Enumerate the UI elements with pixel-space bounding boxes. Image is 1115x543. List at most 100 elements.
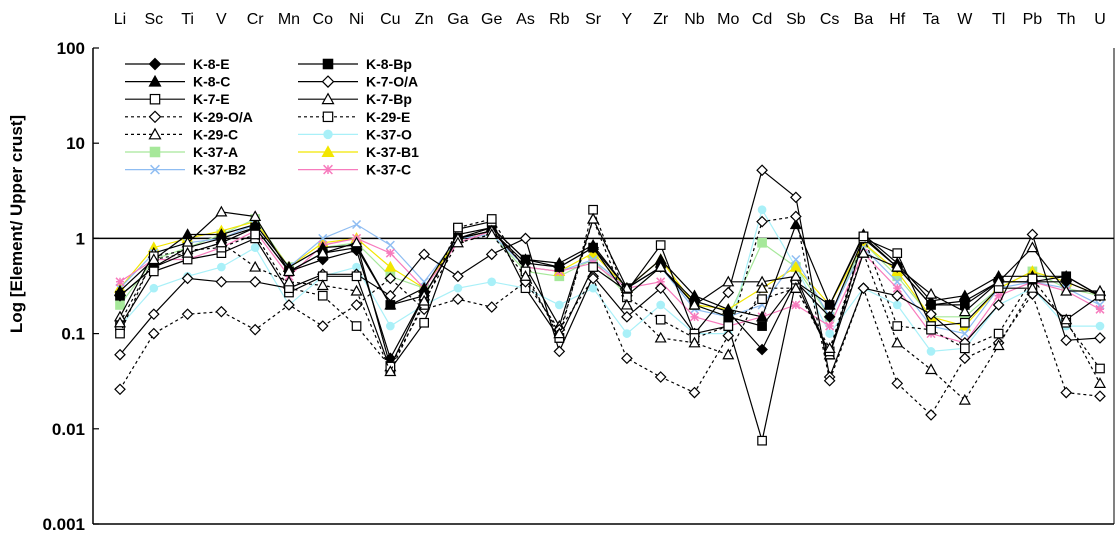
y-axis-label: Log [Element/ Upper crust] (7, 115, 26, 333)
x-tick-label: Rb (549, 11, 570, 28)
data-point (485, 248, 498, 261)
data-point (149, 146, 161, 158)
data-point (485, 301, 498, 313)
data-point (654, 260, 667, 272)
data-point (215, 205, 228, 217)
data-point (587, 212, 600, 224)
data-point (350, 299, 363, 311)
y-tick-label: 1 (76, 229, 85, 248)
data-point (250, 243, 260, 252)
data-point (756, 215, 768, 228)
legend-label: K-7-E (193, 91, 230, 107)
data-point (249, 260, 262, 272)
legend-entry: K-8-Bp (298, 56, 412, 72)
data-point (858, 231, 869, 242)
data-point (519, 232, 532, 245)
data-point (723, 321, 734, 331)
y-tick-label: 0.01 (52, 420, 85, 439)
data-point (351, 321, 362, 331)
data-point (789, 270, 802, 281)
x-tick-label: Zn (415, 11, 434, 28)
data-point (249, 210, 262, 222)
data-point (925, 287, 938, 299)
data-point (147, 327, 160, 340)
data-point (620, 298, 633, 310)
legend-entry: K-29-C (125, 126, 238, 142)
legend-entry: K-8-E (125, 56, 230, 72)
x-tick-label: Ti (181, 11, 194, 28)
data-point (385, 240, 395, 250)
data-point (958, 305, 971, 317)
series-line (119, 211, 1100, 369)
data-point (1060, 284, 1073, 296)
data-point (688, 336, 701, 348)
series-line (119, 208, 1100, 353)
data-point (791, 300, 801, 310)
data-point (250, 229, 261, 240)
data-point (418, 294, 431, 306)
legend-entry: K-7-O/A (298, 74, 418, 90)
x-tick-label: Cs (820, 11, 840, 28)
data-point (1094, 390, 1106, 403)
data-point (791, 254, 801, 265)
legend-entry: K-37-A (125, 144, 238, 160)
data-point (622, 329, 632, 338)
x-tick-label: U (1094, 11, 1106, 28)
data-point (757, 321, 767, 331)
data-point (925, 409, 937, 421)
x-tick-label: Cu (380, 11, 400, 28)
data-point (350, 236, 363, 248)
data-point (322, 111, 334, 123)
data-point (823, 342, 836, 353)
x-tick-label: Th (1057, 11, 1076, 28)
data-point (215, 305, 228, 318)
data-point (925, 308, 937, 321)
x-tick-label: Sb (786, 11, 806, 28)
data-point (115, 328, 125, 339)
legend-label: K-37-B1 (366, 144, 419, 160)
data-point (1060, 334, 1073, 347)
x-tick-label: Nb (684, 11, 705, 28)
x-tick-label: V (216, 11, 227, 28)
data-point (925, 294, 938, 306)
legend-entry: K-29-O/A (125, 109, 253, 125)
data-point (150, 164, 160, 175)
data-point (148, 266, 159, 277)
x-tick-label: Li (114, 11, 126, 28)
x-tick-label: Ta (923, 11, 940, 28)
data-point (149, 283, 159, 293)
data-point (892, 321, 903, 331)
data-point (1060, 386, 1073, 399)
data-point (553, 345, 566, 358)
data-point (215, 275, 228, 288)
data-point (757, 294, 767, 305)
legend-label: K-7-Bp (366, 91, 412, 107)
data-point (588, 283, 598, 293)
data-point (1026, 281, 1039, 293)
x-tick-label: Co (313, 11, 334, 28)
data-point (1026, 241, 1039, 253)
data-point (316, 246, 329, 258)
data-point (656, 300, 666, 310)
legend-entry: K-7-Bp (298, 91, 412, 107)
data-point (1094, 332, 1106, 344)
data-point (958, 352, 971, 365)
data-point (588, 262, 598, 272)
x-tick-label: Cd (752, 11, 772, 28)
data-point (926, 347, 936, 356)
data-point (992, 275, 1005, 287)
data-point (321, 145, 335, 157)
data-point (115, 300, 125, 310)
legend-label: K-37-B2 (193, 162, 246, 178)
data-point (1095, 363, 1105, 374)
data-point (249, 323, 262, 336)
legend-entry: K-37-B1 (298, 144, 419, 160)
data-point (148, 74, 162, 87)
data-point (350, 284, 363, 296)
data-point (959, 343, 970, 354)
data-point (519, 270, 532, 281)
data-point (113, 316, 127, 328)
data-point (655, 240, 666, 250)
